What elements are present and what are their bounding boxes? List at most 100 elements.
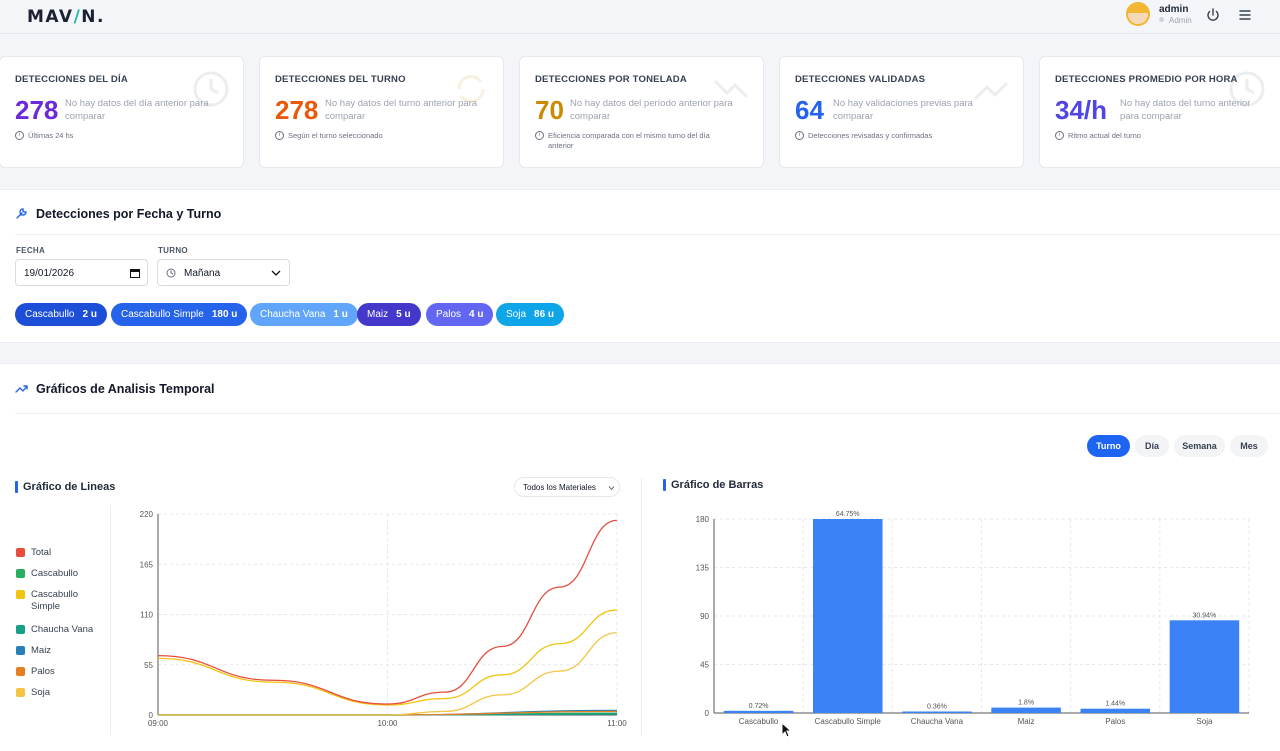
y-tick-label: 220 — [140, 510, 154, 519]
divider — [110, 505, 111, 735]
top-bar: MAV/N. admin Admin — [0, 0, 1280, 34]
x-tick-label: Chaucha Vana — [911, 717, 964, 726]
shift-value: Mañana — [184, 268, 221, 279]
card-title: DETECCIONES PROMEDIO POR HORA — [1055, 74, 1238, 85]
card-detections-validated: DETECCIONES VALIDADAS 64 No hay validaci… — [779, 56, 1024, 168]
refresh-icon — [457, 75, 485, 103]
clock-icon — [193, 71, 229, 107]
card-description: No hay validaciones previas para compara… — [833, 98, 973, 122]
info-icon: i — [795, 131, 804, 140]
card-description: No hay datos del día anterior para compa… — [65, 98, 209, 122]
card-footnote: i Según el turno seleccionado — [275, 131, 383, 141]
analysis-title: Gráficos de Analisis Temporal — [36, 382, 215, 396]
card-footnote: i Detecciones revisadas y confirmadas — [795, 131, 932, 141]
card-description: No hay datos del turno anterior para com… — [1120, 98, 1251, 122]
wrench-icon — [16, 208, 27, 219]
legend-item[interactable]: Cascabullo — [16, 568, 78, 580]
menu-icon[interactable] — [1237, 7, 1253, 23]
card-value: 34/h — [1055, 95, 1108, 125]
line-chart: 0 55 110 165 220 09:00 10:00 11:00 — [140, 510, 628, 728]
card-detections-ton: DETECCIONES POR TONELADA 70 No hay datos… — [519, 56, 764, 168]
series-line-soja — [157, 632, 618, 716]
clock-icon — [166, 268, 176, 278]
x-tick-label: Palos — [1105, 717, 1125, 726]
card-description: No hay datos del turno anterior para com… — [325, 98, 478, 122]
bar — [1080, 708, 1151, 713]
power-icon[interactable] — [1205, 7, 1221, 23]
legend-item[interactable]: Total — [16, 547, 51, 559]
material-select[interactable]: Todos los Materiales — [514, 477, 620, 497]
y-tick-label: 165 — [140, 560, 154, 569]
series-line-cascabullo-simple — [157, 609, 618, 706]
chevron-down-icon — [608, 486, 615, 491]
info-icon: i — [275, 131, 284, 140]
user-role: Admin — [1159, 16, 1192, 25]
info-icon: i — [15, 131, 24, 140]
card-title: DETECCIONES DEL DÍA — [15, 74, 128, 85]
x-tick-label: Soja — [1196, 717, 1213, 726]
shift-select[interactable]: Mañana — [157, 259, 290, 286]
avatar[interactable] — [1126, 2, 1150, 26]
card-footnote: i Ritmo actual del turno — [1055, 131, 1141, 141]
y-tick-label: 180 — [696, 515, 710, 524]
series-line-total — [157, 519, 618, 705]
info-icon: i — [535, 131, 544, 140]
card-value: 64 — [795, 95, 824, 125]
y-tick-label: 0 — [149, 711, 154, 720]
card-footnote: i Últimas 24 hs — [15, 131, 73, 141]
user-name: admin — [1159, 4, 1189, 15]
card-value: 278 — [275, 95, 319, 125]
calendar-icon[interactable] — [130, 268, 140, 278]
card-title: DETECCIONES POR TONELADA — [535, 74, 687, 85]
toggle-dia[interactable]: Día — [1135, 435, 1169, 457]
x-tick-label: 10:00 — [377, 719, 398, 728]
bar — [812, 519, 883, 713]
material-select-value: Todos los Materiales — [523, 483, 596, 492]
x-tick-label: Maiz — [1018, 717, 1035, 726]
bar-data-label: 30.94% — [1193, 612, 1217, 619]
bar — [991, 707, 1061, 713]
chip-cascabullo[interactable]: Cascabullo 2 u — [15, 303, 107, 326]
bar-data-label: 64.75% — [836, 511, 860, 518]
bar — [1169, 620, 1240, 713]
toggle-turno[interactable]: Turno — [1087, 435, 1130, 457]
chip-soja[interactable]: Soja 86 u — [496, 303, 565, 326]
toggle-semana[interactable]: Semana — [1174, 435, 1225, 457]
bar-chart-title: Gráfico de Barras — [663, 479, 763, 491]
legend-item[interactable]: Soja — [16, 687, 50, 699]
divider — [15, 234, 1280, 235]
card-title: DETECCIONES VALIDADAS — [795, 74, 926, 85]
legend-item[interactable]: Maiz — [16, 645, 51, 657]
bar-data-label: 1.8% — [1018, 700, 1034, 707]
bar-data-label: 0.72% — [749, 703, 769, 710]
card-value: 278 — [15, 95, 59, 125]
trend-down-icon — [713, 79, 749, 99]
chip-chaucha-vana[interactable]: Chaucha Vana 1 u — [250, 303, 358, 326]
legend-item[interactable]: Chaucha Vana — [16, 624, 93, 636]
card-footnote: i Eficiencia comparada con el mismo turno… — [535, 131, 735, 151]
bar-data-label: 1.44% — [1105, 701, 1125, 708]
y-tick-label: 90 — [700, 612, 709, 621]
y-tick-label: 135 — [696, 564, 710, 573]
legend-item[interactable]: Palos — [16, 666, 55, 678]
toggle-mes[interactable]: Mes — [1230, 435, 1268, 457]
analysis-section — [0, 363, 1280, 751]
card-description: No hay datos del período anterior para c… — [570, 98, 733, 122]
bar-chart: 0 45 90 135 180 0.72% Cascabullo 64.75% Cascabul… — [696, 511, 1250, 726]
chevron-down-icon — [271, 270, 281, 276]
x-tick-label: Cascabullo Simple — [815, 717, 882, 726]
logo[interactable]: MAV/N. — [27, 7, 105, 27]
date-input[interactable]: 19/01/2026 — [15, 259, 148, 286]
detections-title: Detecciones por Fecha y Turno — [36, 207, 222, 221]
trend-up-icon — [15, 385, 28, 393]
chip-maiz[interactable]: Maiz 5 u — [357, 303, 421, 326]
bar — [723, 710, 794, 713]
chip-palos[interactable]: Palos 4 u — [426, 303, 494, 326]
x-tick-label: 11:00 — [607, 719, 627, 728]
card-detections-shift: DETECCIONES DEL TURNO 278 No hay datos d… — [259, 56, 504, 168]
y-tick-label: 45 — [700, 661, 709, 670]
legend-item[interactable]: Cascabullo Simple — [16, 589, 96, 613]
chip-cascabullo-simple[interactable]: Cascabullo Simple 180 u — [111, 303, 248, 326]
y-tick-label: 110 — [140, 611, 153, 620]
shift-label: TURNO — [158, 246, 188, 255]
